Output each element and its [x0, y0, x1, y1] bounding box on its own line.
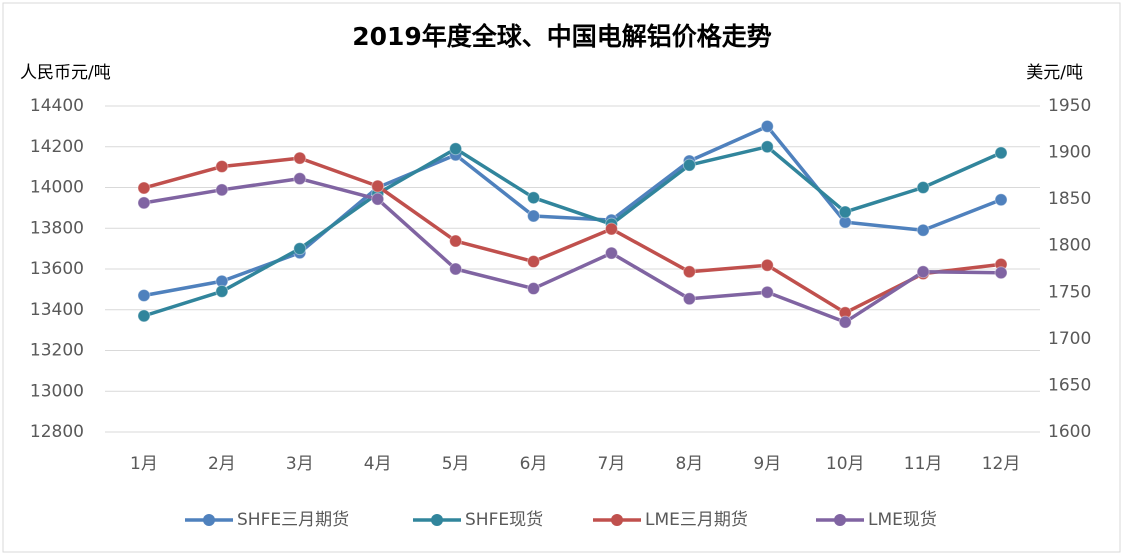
y-tick-label: 13600 — [30, 259, 84, 279]
data-point — [760, 140, 774, 154]
x-tick-label: 7月 — [598, 454, 626, 474]
data-point — [527, 282, 541, 296]
x-tick-label: 3月 — [286, 454, 314, 474]
series-line — [143, 145, 1002, 318]
y2-tick-label: 1950 — [1048, 96, 1091, 116]
series-line — [143, 156, 1002, 315]
data-point — [215, 183, 229, 197]
chart-title: 2019年度全球、中国电解铝价格走势 — [352, 22, 772, 51]
data-point — [527, 209, 541, 223]
data-point — [916, 223, 930, 237]
y-tick-label: 13800 — [30, 218, 84, 238]
x-tick-label: 9月 — [753, 454, 781, 474]
legend-marker — [611, 514, 623, 526]
y2-tick-label: 1850 — [1048, 189, 1091, 209]
y2-tick-label: 1700 — [1048, 329, 1091, 349]
data-point — [916, 181, 930, 194]
series-line — [143, 176, 1002, 324]
y-tick-label: 13200 — [30, 341, 84, 361]
data-point — [916, 265, 930, 279]
data-point — [137, 309, 151, 323]
y-axis-label: 人民币元/吨 — [20, 63, 111, 83]
legend-marker — [203, 514, 215, 526]
y2-tick-label: 1650 — [1048, 375, 1091, 395]
data-point — [760, 285, 774, 299]
legend-label: LME三月期货 — [645, 510, 748, 530]
data-point — [371, 179, 385, 193]
x-tick-label: 8月 — [675, 454, 703, 474]
legend-marker — [834, 514, 846, 526]
data-point — [371, 192, 385, 206]
data-point — [682, 265, 696, 279]
data-point — [293, 151, 307, 165]
y2-tick-label: 1750 — [1048, 282, 1091, 302]
data-point — [760, 119, 774, 133]
legend-label: SHFE现货 — [465, 510, 543, 530]
legend-marker — [431, 514, 443, 526]
y-tick-label: 14000 — [30, 178, 84, 198]
y2-tick-label: 1800 — [1048, 236, 1091, 256]
data-point — [137, 196, 151, 210]
data-point — [994, 193, 1008, 207]
y-tick-label: 12800 — [30, 422, 84, 442]
data-point — [215, 160, 229, 174]
y-tick-label: 13000 — [30, 381, 84, 401]
data-point — [682, 158, 696, 172]
y-tick-label: 13400 — [30, 300, 84, 320]
data-point — [838, 205, 852, 219]
legend-label: LME现货 — [868, 510, 937, 530]
data-point — [682, 292, 696, 306]
x-tick-label: 2月 — [208, 454, 236, 474]
data-point — [215, 284, 229, 298]
data-point — [838, 315, 852, 329]
data-point — [527, 255, 541, 269]
x-tick-label: 1月 — [130, 454, 158, 474]
y2-tick-label: 1900 — [1048, 143, 1091, 163]
data-point — [527, 191, 541, 205]
data-point — [994, 266, 1008, 280]
x-tick-label: 4月 — [364, 454, 392, 474]
data-point — [137, 288, 151, 302]
y2-axis-label: 美元/吨 — [1026, 63, 1083, 83]
data-point — [760, 258, 774, 272]
data-point — [137, 181, 151, 195]
x-tick-label: 11月 — [904, 454, 943, 474]
x-tick-label: 6月 — [520, 454, 548, 474]
y2-tick-label: 1600 — [1048, 422, 1091, 442]
legend-label: SHFE三月期货 — [237, 510, 349, 530]
data-point — [449, 262, 463, 276]
y-tick-label: 14200 — [30, 137, 84, 157]
data-point — [449, 142, 463, 156]
data-point — [449, 234, 463, 248]
data-point — [994, 146, 1008, 160]
data-point — [293, 242, 307, 256]
x-tick-label: 10月 — [826, 454, 865, 474]
data-point — [293, 172, 307, 186]
data-point — [604, 246, 618, 260]
y-tick-label: 14400 — [30, 96, 84, 116]
x-tick-label: 5月 — [442, 454, 470, 474]
data-point — [604, 222, 618, 236]
x-tick-label: 12月 — [982, 454, 1021, 474]
